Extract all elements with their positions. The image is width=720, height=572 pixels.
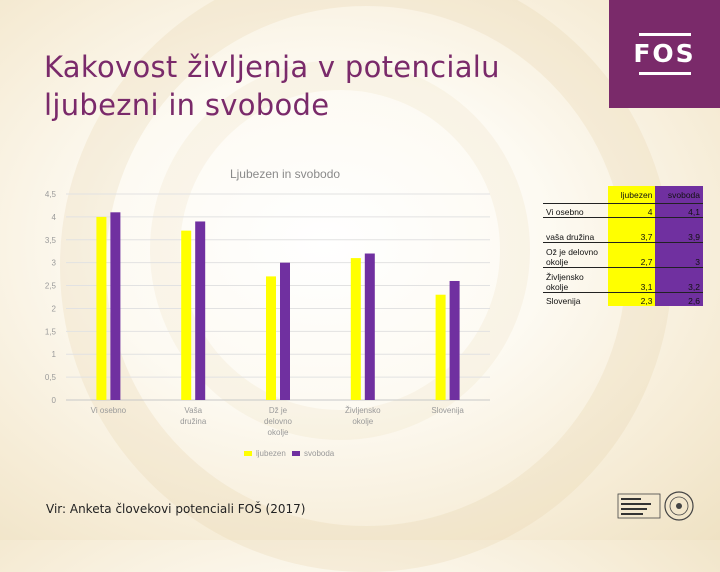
table-corner xyxy=(543,186,608,204)
table-header-svoboda: svoboda xyxy=(655,186,703,204)
table-row-label: Vi osebno xyxy=(543,203,608,218)
legend-label-svoboda: svoboda xyxy=(304,449,335,458)
y-tick-label: 2 xyxy=(52,304,57,313)
table-header-row: ljubezen svoboda xyxy=(543,186,703,204)
bar-svoboda xyxy=(110,212,121,400)
bar-ljubezen xyxy=(350,258,361,400)
gridlines xyxy=(66,193,490,401)
bar-svoboda xyxy=(364,253,375,400)
x-category-label: Vaša družina xyxy=(180,406,207,426)
table-row-label: vaša družina xyxy=(543,217,608,243)
x-category-label: Dž je delovno okolje xyxy=(264,406,293,437)
y-tick-label: 0 xyxy=(52,396,57,405)
y-tick-label: 1,5 xyxy=(45,327,57,336)
table-row: Življensko okolje 3,1 3,2 xyxy=(543,267,703,293)
table-cell: 4 xyxy=(607,203,656,218)
bar-svoboda xyxy=(280,262,290,400)
table-cell: 3,1 xyxy=(607,267,656,293)
bar-ljubezen xyxy=(96,216,107,400)
table-cell: 3 xyxy=(655,242,703,268)
logo-text: FOS xyxy=(633,39,696,68)
y-tick-label: 3,5 xyxy=(45,236,57,245)
table-row-label: Ož je delovno okolje xyxy=(543,242,608,268)
table-cell: 3,7 xyxy=(607,217,656,243)
table-cell: 2,3 xyxy=(607,292,656,306)
table-cell: 2,6 xyxy=(655,292,703,306)
title-line-1: Kakovost življenja v potencialu xyxy=(44,50,500,84)
x-category-label: Življensko okolje xyxy=(345,406,381,426)
table-row: vaša družina 3,7 3,9 xyxy=(543,217,703,243)
logo-bar-bottom xyxy=(638,72,691,75)
table-cell: 4,1 xyxy=(655,203,703,218)
y-tick-label: 1 xyxy=(52,350,57,359)
fos-logo: FOS xyxy=(609,0,720,108)
y-tick-label: 4,5 xyxy=(45,190,57,199)
legend-swatch-ljubezen xyxy=(244,451,252,456)
y-axis-ticks: 0 0,5 1 1,5 2 2,5 3 3,5 4 4,5 xyxy=(45,190,57,405)
bar-svoboda xyxy=(449,280,460,400)
table-row: Ož je delovno okolje 2,7 3 xyxy=(543,242,703,268)
bar-ljubezen xyxy=(435,294,446,400)
x-category-label: Slovenija xyxy=(431,406,464,415)
bar-chart: Ljubezen in svobodo 0 0,5 1 1,5 2 2,5 3 3,5 4 4,5… xyxy=(45,167,490,458)
logo-bar-top xyxy=(638,33,691,36)
table-cell: 2,7 xyxy=(607,242,656,268)
title-line-2: ljubezni in svobode xyxy=(44,88,330,122)
bars xyxy=(96,212,460,400)
bar-ljubezen xyxy=(181,230,192,400)
legend-swatch-svoboda xyxy=(292,451,300,456)
bar-ljubezen xyxy=(266,276,276,400)
table-row-label: Slovenija xyxy=(543,292,608,306)
x-axis-categories: Vi osebno Vaša družina Dž je delovno okolje Ži… xyxy=(91,406,465,437)
table-cell: 3,9 xyxy=(655,217,703,243)
table-header-ljubezen: ljubezen xyxy=(607,186,656,204)
certificate-badge-icon xyxy=(617,491,694,521)
table-row-label: Življensko okolje xyxy=(543,267,608,293)
slide-title: Kakovost življenja v potencialu ljubezni… xyxy=(44,48,604,124)
table-cell: 3,2 xyxy=(655,267,703,293)
bar-svoboda xyxy=(195,221,206,400)
legend-label-ljubezen: ljubezen xyxy=(256,449,286,458)
chart-title: Ljubezen in svobodo xyxy=(230,167,340,181)
y-tick-label: 2,5 xyxy=(45,282,57,291)
table-row: Vi osebno 4 4,1 xyxy=(543,203,703,218)
x-category-label: Vi osebno xyxy=(91,406,127,415)
source-note: Vir: Anketa človekovi potenciali FOŠ (20… xyxy=(46,502,306,516)
y-tick-label: 0,5 xyxy=(45,373,57,382)
table-row: Slovenija 2,3 2,6 xyxy=(543,292,703,306)
y-tick-label: 4 xyxy=(52,213,57,222)
legend: ljubezen svoboda xyxy=(244,449,335,458)
data-table: ljubezen svoboda Vi osebno 4 4,1 vaša dr… xyxy=(543,186,703,306)
y-tick-label: 3 xyxy=(52,259,57,268)
